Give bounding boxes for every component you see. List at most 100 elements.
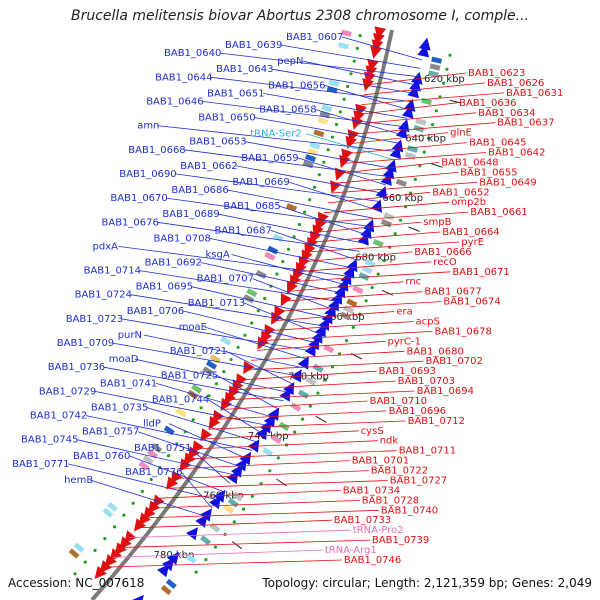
- right-label-leader: [136, 519, 332, 529]
- right-gene-label: smpB: [423, 217, 451, 228]
- right-gene-label: BAB1_0694: [417, 386, 474, 397]
- gene-block: [209, 354, 221, 364]
- right-gene-label: glnE: [450, 128, 472, 139]
- tick-dot: [214, 382, 218, 386]
- left-label-leader: [191, 286, 329, 319]
- gene-arrow: [339, 154, 351, 169]
- right-gene-label: BAB1_0701: [352, 456, 409, 467]
- gene-block: [264, 251, 276, 261]
- left-gene-label: pepN: [277, 56, 303, 67]
- left-label-leader: [225, 350, 294, 385]
- ruler-tick-mark: [408, 226, 420, 232]
- tick-dot: [442, 81, 446, 85]
- tick-dot: [338, 110, 342, 114]
- left-gene-label: BAB1_0741: [100, 378, 157, 389]
- right-gene-label: BAB1_0642: [488, 148, 545, 159]
- left-label-leader: [243, 302, 321, 335]
- left-label-leader: [254, 117, 400, 144]
- gene-block: [285, 203, 298, 212]
- right-label-leader: [302, 251, 413, 263]
- tick-dot: [430, 123, 435, 127]
- tick-dot: [191, 418, 195, 422]
- left-gene-label: BAB1_0757: [82, 427, 139, 438]
- left-label-leader: [216, 374, 279, 410]
- gene-arrow: [132, 594, 144, 600]
- gene-arrow: [279, 388, 291, 402]
- right-label-leader: [167, 480, 388, 489]
- left-label-leader: [139, 270, 338, 302]
- left-label-leader: [270, 229, 357, 261]
- gene-arrow: [199, 508, 212, 522]
- right-gene-label: BAB1_0661: [470, 207, 527, 218]
- right-label-leader: [174, 470, 369, 479]
- gene-block: [361, 265, 373, 275]
- left-gene-label: BAB1_0646: [146, 96, 203, 107]
- right-gene-label: pyrE: [461, 237, 484, 248]
- gene-block: [220, 336, 232, 346]
- left-label-leader: [94, 391, 269, 426]
- left-gene-label: BAB1_0713: [188, 298, 245, 309]
- gene-block: [415, 118, 427, 126]
- left-label-leader: [146, 407, 258, 443]
- right-gene-label: BAB1_0680: [407, 346, 464, 357]
- right-label-leader: [181, 460, 350, 469]
- right-label-leader: [278, 301, 442, 312]
- tick-dot: [313, 185, 317, 189]
- left-gene-label: BAB1_0751: [134, 443, 191, 454]
- ruler-tick-mark: [449, 99, 462, 104]
- left-label-leader: [279, 205, 367, 236]
- tick-dot: [413, 177, 417, 181]
- tick-dot: [317, 173, 321, 177]
- gene-arrow: [331, 291, 342, 305]
- accession-text: Accession: NC_007618: [8, 576, 145, 590]
- gene-arrow: [418, 37, 431, 51]
- right-label-leader: [319, 211, 469, 223]
- left-label-leader: [166, 197, 371, 227]
- gene-block: [175, 407, 187, 418]
- right-label-leader: [342, 152, 487, 164]
- gene-arrow: [410, 71, 423, 85]
- tick-dot: [308, 198, 312, 202]
- right-label-leader: [188, 450, 397, 460]
- left-gene-label: BAB1_0714: [84, 266, 141, 277]
- gene-arrow: [148, 500, 160, 514]
- gene-arrow: [397, 119, 410, 133]
- tick-dot: [122, 513, 126, 517]
- right-gene-label: tRNA-Arg1: [325, 545, 377, 556]
- left-gene-label: BAB1_0653: [189, 137, 246, 148]
- right-gene-label: BAB1_0664: [442, 227, 499, 238]
- gene-arrow: [152, 494, 165, 508]
- gene-arrow: [280, 293, 292, 307]
- right-gene-labels: BAB1_0623BAB1_0626BAB1_0631BAB1_0636BAB1…: [325, 68, 563, 566]
- left-gene-label: BAB1_0708: [154, 233, 211, 244]
- tick-dot: [388, 245, 392, 249]
- left-gene-label: BAB1_0658: [259, 105, 316, 116]
- tick-dot: [382, 259, 386, 263]
- right-gene-label: BAB1_0733: [334, 515, 391, 526]
- gene-block: [346, 298, 358, 308]
- right-label-leader: [239, 370, 377, 381]
- left-label-leader: [315, 109, 403, 136]
- gene-arrow: [370, 45, 382, 59]
- left-gene-label: ksgA: [206, 250, 230, 261]
- gene-block: [73, 542, 85, 553]
- right-label-leader: [267, 321, 414, 332]
- gene-arrow: [287, 280, 298, 294]
- tick-dot: [308, 404, 312, 408]
- right-gene-label: BAB1_0674: [443, 297, 500, 308]
- gene-block: [323, 344, 335, 354]
- gene-arrow: [346, 258, 358, 273]
- tick-dot: [364, 299, 368, 303]
- right-gene-label: BAB1_0634: [478, 108, 535, 119]
- tick-dot: [286, 247, 291, 251]
- right-label-leader: [128, 529, 351, 538]
- left-gene-label: lldP: [143, 419, 161, 430]
- right-label-leader: [120, 539, 370, 548]
- tick-dot: [112, 525, 117, 529]
- gene-block: [340, 29, 352, 37]
- right-gene-label: BAB1_0739: [372, 535, 429, 546]
- left-label-leader: [157, 221, 360, 252]
- gene-arrow: [318, 317, 330, 331]
- right-gene-label: BAB1_0678: [435, 326, 492, 337]
- tick-dot: [250, 494, 254, 498]
